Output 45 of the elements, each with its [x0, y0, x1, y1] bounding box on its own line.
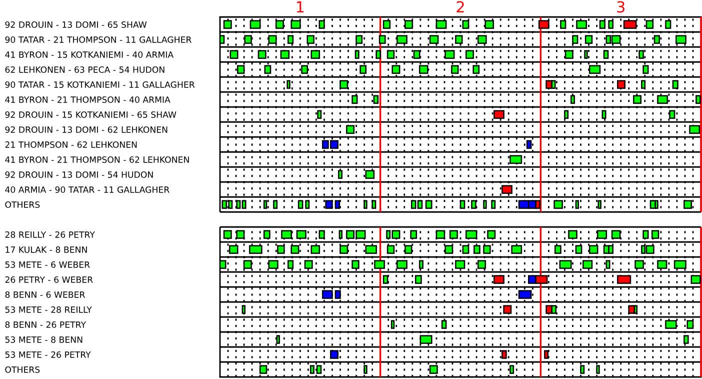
- bar: [364, 200, 368, 209]
- y-tick-label: 92 DROUIN - 13 DOMI - 62 LEHKONEN: [5, 126, 168, 133]
- y-tick-label: 40 ARMIA - 90 TATAR - 11 GALLAGHER: [5, 186, 170, 193]
- y-tick-label: OTHERS: [5, 366, 40, 373]
- bar: [425, 200, 432, 209]
- y-tick-label: 90 TATAR - 21 THOMPSON - 11 GALLAGHER: [5, 36, 192, 43]
- y-tick-label: 90 TATAR - 15 KOTKANIEMI - 11 GALLAGHER: [5, 81, 195, 88]
- y-tick-label: 53 METE - 8 BENN: [5, 336, 82, 343]
- y-tick-label: 41 BYRON - 15 KOTKANIEMI - 40 ARMIA: [5, 51, 174, 58]
- y-tick-label: 8 BENN - 26 PETRY: [5, 321, 86, 328]
- y-tick-label: 28 REILLY - 26 PETRY: [5, 231, 95, 238]
- bar: [414, 275, 422, 284]
- bar: [298, 200, 304, 209]
- y-tick-label: 92 DROUIN - 15 KOTKANIEMI - 65 SHAW: [5, 111, 176, 118]
- x-tick-label: 1: [296, 1, 304, 12]
- bar: [491, 200, 496, 209]
- y-tick-label: OTHERS: [5, 201, 40, 208]
- y-tick-label: 53 METE - 28 REILLY: [5, 306, 92, 313]
- bar: [354, 50, 360, 59]
- y-tick-label: 53 METE - 6 WEBER: [5, 261, 90, 268]
- bar: [465, 50, 474, 59]
- y-tick-label: 41 BYRON - 21 THOMPSON - 62 LEHKONEN: [5, 156, 189, 163]
- bar: [280, 50, 290, 59]
- bar: [696, 95, 701, 104]
- y-tick-label: 53 METE - 26 PETRY: [5, 351, 91, 358]
- y-tick-label: 62 LEHKONEN - 63 PECA - 54 HUDON: [5, 66, 164, 73]
- bar: [372, 200, 376, 209]
- y-tick-label: 21 THOMPSON - 62 LEHKONEN: [5, 141, 137, 148]
- y-tick-label: 8 BENN - 6 WEBER: [5, 291, 86, 298]
- bar: [376, 50, 381, 59]
- bar: [483, 200, 487, 209]
- bar: [460, 200, 466, 209]
- bar: [305, 200, 310, 209]
- y-tick-label: 41 BYRON - 21 THOMPSON - 40 ARMIA: [5, 96, 170, 103]
- x-tick-label: 2: [456, 1, 464, 12]
- bar: [310, 50, 320, 59]
- bar: [689, 125, 700, 134]
- y-tick-label: 26 PETRY - 6 WEBER: [5, 276, 93, 283]
- bar: [273, 200, 278, 209]
- y-tick-label: 92 DROUIN - 13 DOMI - 65 SHAW: [5, 21, 147, 28]
- bar: [690, 275, 701, 284]
- y-tick-label: 92 DROUIN - 13 DOMI - 54 HUDON: [5, 171, 153, 178]
- x-tick-label: 3: [617, 1, 624, 13]
- bar: [603, 50, 609, 59]
- y-tick-label: 17 KULAK - 8 BENN: [6, 246, 87, 253]
